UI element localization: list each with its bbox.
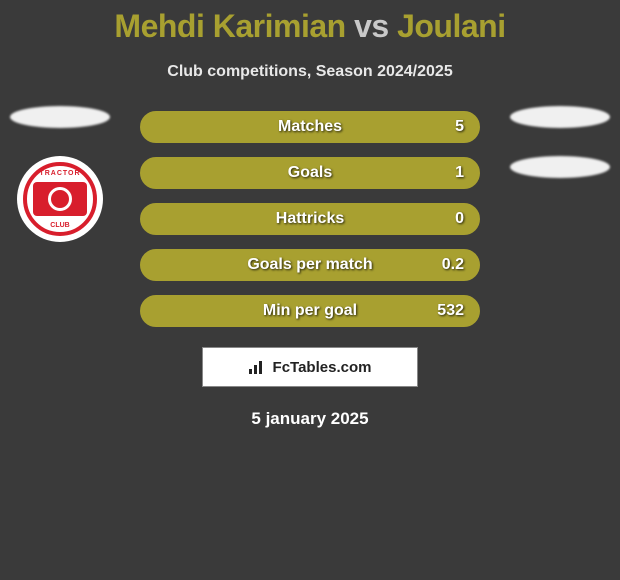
- player1-club-logo: TRACTOR CLUB: [17, 156, 103, 242]
- stat-bars: Matches 5 Goals 1 Hattricks 0 Goals per …: [140, 111, 480, 327]
- attribution-box: FcTables.com: [202, 347, 418, 387]
- bars-icon: [249, 360, 267, 374]
- stat-value: 532: [437, 302, 464, 320]
- date-text: 5 january 2025: [0, 409, 620, 429]
- player2-club-logo-placeholder: [510, 156, 610, 178]
- subtitle: Club competitions, Season 2024/2025: [0, 63, 620, 81]
- stat-value: 0: [455, 210, 464, 228]
- stat-bar-min-per-goal: Min per goal 532: [140, 295, 480, 327]
- left-column: TRACTOR CLUB: [10, 106, 110, 242]
- tractor-logo: TRACTOR CLUB: [23, 162, 97, 236]
- player1-photo-placeholder: [10, 106, 110, 128]
- stat-label: Matches: [278, 118, 342, 136]
- stat-value: 5: [455, 118, 464, 136]
- stat-label: Goals per match: [247, 256, 372, 274]
- content-area: TRACTOR CLUB Matches 5 Goals 1 Hattricks…: [0, 111, 620, 429]
- attribution-text: FcTables.com: [273, 359, 372, 376]
- logo-wheel-icon: [48, 187, 72, 211]
- stat-bar-goals: Goals 1: [140, 157, 480, 189]
- stat-value: 0.2: [442, 256, 464, 274]
- logo-top-text: TRACTOR: [39, 170, 80, 177]
- stat-bar-goals-per-match: Goals per match 0.2: [140, 249, 480, 281]
- logo-bottom-text: CLUB: [50, 222, 69, 229]
- right-column: [510, 106, 610, 206]
- player2-name: Joulani: [397, 8, 506, 44]
- stat-bar-hattricks: Hattricks 0: [140, 203, 480, 235]
- stat-bar-matches: Matches 5: [140, 111, 480, 143]
- comparison-title: Mehdi Karimian vs Joulani: [0, 0, 620, 45]
- player1-name: Mehdi Karimian: [114, 8, 345, 44]
- stat-label: Min per goal: [263, 302, 357, 320]
- vs-text: vs: [354, 8, 389, 44]
- logo-graphic: [33, 182, 87, 216]
- stat-label: Goals: [288, 164, 332, 182]
- stat-label: Hattricks: [276, 210, 344, 228]
- stat-value: 1: [455, 164, 464, 182]
- player2-photo-placeholder: [510, 106, 610, 128]
